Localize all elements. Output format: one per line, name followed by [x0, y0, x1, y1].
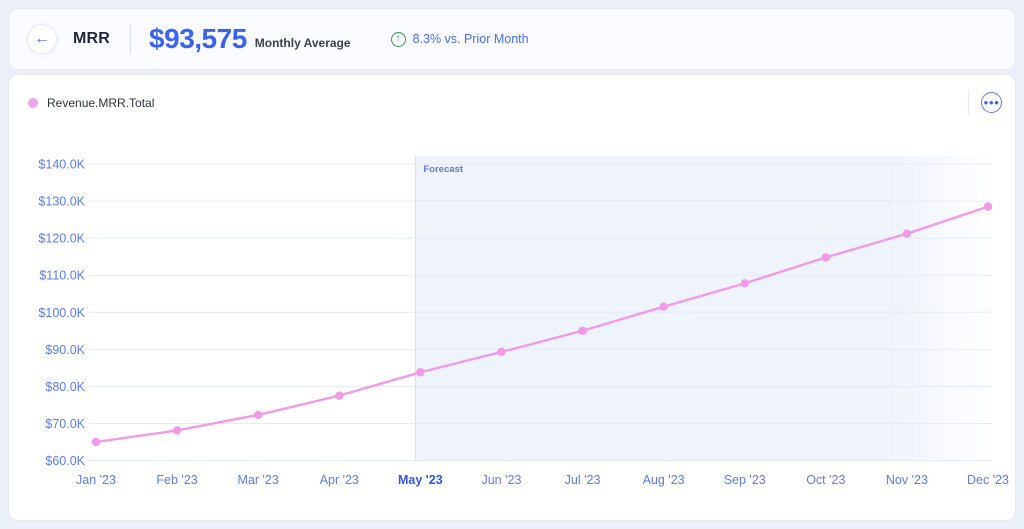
chart-options-button[interactable]: ●●● [981, 92, 1002, 113]
y-axis-label: $140.0K [38, 158, 85, 172]
x-axis-label: Mar '23 [238, 473, 279, 487]
x-axis-label: Feb '23 [156, 473, 197, 487]
panel-divider [968, 91, 969, 115]
data-point[interactable] [172, 426, 182, 435]
delta-text: 8.3% vs. Prior Month [412, 32, 529, 46]
x-axis-label: Jun '23 [481, 473, 521, 487]
x-axis-label: Sep '23 [724, 473, 766, 487]
data-point[interactable] [983, 202, 993, 211]
value-caption: Monthly Average [254, 36, 351, 50]
y-axis-label: $90.0K [45, 343, 85, 357]
data-point[interactable] [416, 368, 425, 377]
legend[interactable]: Revenue.MRR.Total [28, 96, 154, 110]
data-point[interactable] [253, 410, 263, 420]
header-divider [130, 24, 132, 54]
ellipsis-icon: ●●● [983, 98, 1000, 107]
series-line [95, 205, 989, 444]
back-button[interactable]: ← [27, 24, 57, 54]
legend-series-dot [28, 98, 38, 108]
delta-badge: ↑ 8.3% vs. Prior Month [390, 31, 529, 47]
trend-up-icon: ↑ [390, 31, 406, 47]
chart-panel: Revenue.MRR.Total ●●● $60.0K $70.0K $80.0K… [8, 74, 1016, 521]
forecast-label: Forecast [423, 164, 463, 175]
y-axis-label: $100.0K [38, 306, 85, 320]
page-title: MRR [73, 30, 111, 47]
data-point[interactable] [659, 302, 668, 311]
up-arrow-glyph: ↑ [395, 33, 401, 44]
data-point[interactable] [91, 437, 101, 447]
x-axis-label: Jan '23 [76, 473, 116, 487]
y-axis-label: $60.0K [45, 454, 85, 468]
x-axis-label: Dec '23 [967, 473, 1009, 487]
x-axis-label: Apr '23 [320, 473, 359, 487]
data-point[interactable] [497, 347, 506, 357]
x-axis-label: Nov '23 [886, 473, 928, 487]
y-axis-label: $80.0K [45, 380, 85, 394]
mrr-average-value: $93,575 [149, 23, 247, 54]
data-point[interactable] [821, 253, 831, 262]
x-axis-label: Jul '23 [565, 473, 601, 487]
back-arrow-icon: ← [34, 30, 50, 47]
x-axis-label: May '23 [398, 473, 443, 487]
y-axis-label: $130.0K [38, 195, 85, 209]
mrr-line-chart: $60.0K $70.0K $80.0K $90.0K $100.0K $110.0K $1… [38, 156, 1009, 487]
y-axis-label: $110.0K [39, 269, 85, 283]
y-axis-label: $70.0K [45, 417, 85, 431]
chart-area: $60.0K $70.0K $80.0K $90.0K $100.0K $110.0K $1… [9, 75, 1017, 522]
x-axis-label: Oct '23 [806, 473, 845, 487]
data-point[interactable] [578, 326, 587, 335]
data-point[interactable] [902, 229, 912, 238]
y-axis-label: $120.0K [38, 232, 85, 246]
x-axis-label: Aug '23 [643, 473, 685, 487]
forecast-region [415, 156, 995, 461]
legend-series-label: Revenue.MRR.Total [47, 96, 155, 110]
header-bar: ← MRR $93,575 Monthly Average ↑ 8.3% vs.… [8, 8, 1016, 70]
data-point[interactable] [335, 391, 344, 400]
data-point[interactable] [740, 279, 749, 288]
